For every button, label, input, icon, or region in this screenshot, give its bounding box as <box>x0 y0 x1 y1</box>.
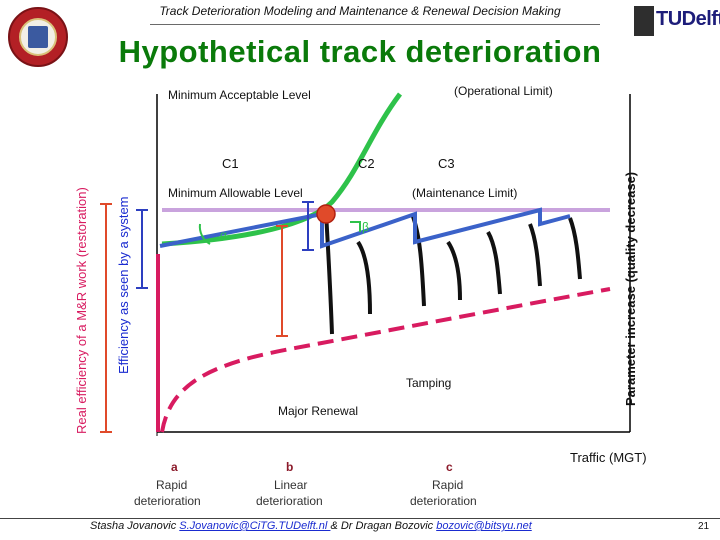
real-efficiency-curve <box>160 287 611 433</box>
beta-marker <box>350 221 361 232</box>
footer-credits: Stasha Jovanovic S.Jovanovic@CiTG.TUDelf… <box>90 520 532 532</box>
label-beta: β <box>362 220 369 234</box>
phase-a-line2: deterioration <box>134 494 201 508</box>
deterioration-curve-green <box>161 92 403 247</box>
tamping-curve-1 <box>324 211 334 335</box>
phase-c-letter: c <box>446 460 453 474</box>
label-operational-limit: (Operational Limit) <box>454 84 553 98</box>
tudelft-logo: TUDelft <box>634 6 720 42</box>
slide-title: Hypothetical track deterioration <box>118 34 602 69</box>
label-maintenance-limit: (Maintenance Limit) <box>412 186 518 200</box>
phase-b-line2: deterioration <box>256 494 323 508</box>
email-link-bozovic[interactable]: bozovic@bitsyu.net <box>436 520 532 532</box>
tamping-curve-4 <box>446 240 462 301</box>
tamping-curve-5 <box>486 231 502 295</box>
page-number: 21 <box>698 521 710 532</box>
label-c2: C2 <box>358 156 375 171</box>
university-seal-logo <box>8 7 68 67</box>
phase-b-line1: Linear <box>274 478 308 492</box>
label-min-allowable: Minimum Allowable Level <box>168 186 303 200</box>
alpha-arc <box>198 223 211 245</box>
phase-a-letter: a <box>171 460 178 474</box>
tamping-curve-7 <box>568 217 582 280</box>
label-c3: C3 <box>438 156 455 171</box>
phase-c-line1: Rapid <box>432 478 464 492</box>
phase-c-line2: deterioration <box>410 494 477 508</box>
diagram-canvas <box>100 92 631 436</box>
label-parameter-increase: Parameter increase (quality decrease) <box>623 171 638 406</box>
label-min-acceptable: Minimum Acceptable Level <box>168 88 311 102</box>
label-major-renewal: Major Renewal <box>278 404 359 418</box>
header-title: Track Deterioration Modeling and Mainten… <box>159 4 561 18</box>
intervention-marker <box>316 204 336 224</box>
label-alpha: α <box>220 228 227 242</box>
tamping-curve-6 <box>528 223 542 287</box>
email-link-jovanovic[interactable]: S.Jovanovic@CiTG.TUDelft.nl <box>179 520 331 532</box>
label-traffic: Traffic (MGT) <box>570 450 647 465</box>
header-divider <box>150 24 600 25</box>
phase-a-line1: Rapid <box>156 478 188 492</box>
phase-b-letter: b <box>286 460 294 474</box>
label-system-efficiency: Efficiency as seen by a system <box>116 196 131 374</box>
label-c1: C1 <box>222 156 239 171</box>
tudelft-flame-icon <box>634 6 654 36</box>
tamping-curve-2 <box>356 240 372 315</box>
label-real-efficiency: Real efficiency of a M&R work (restorati… <box>74 187 89 434</box>
footer-divider <box>0 518 720 519</box>
label-tamping: Tamping <box>406 376 452 390</box>
deterioration-diagram: Real efficiency of a M&R work (restorati… <box>70 74 670 514</box>
